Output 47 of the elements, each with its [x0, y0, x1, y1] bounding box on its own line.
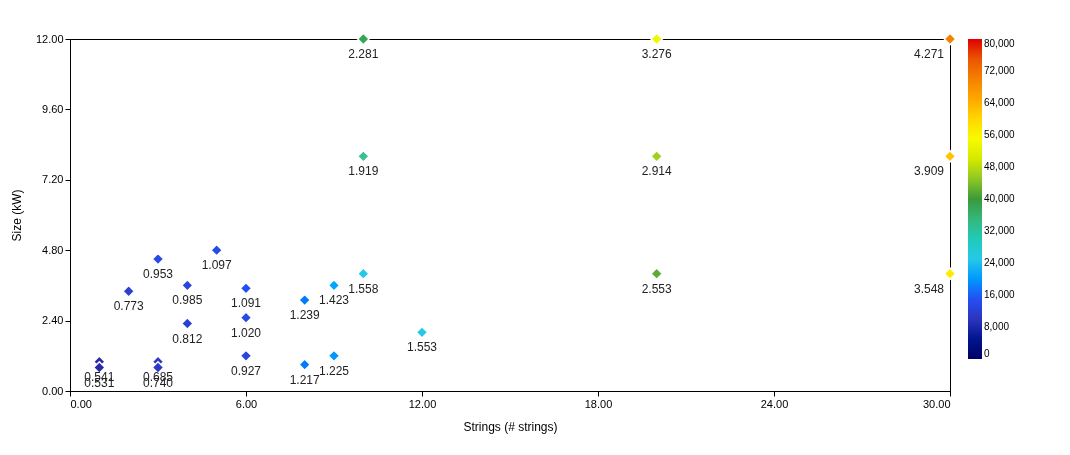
- y-axis-title: Size (kW): [9, 189, 24, 242]
- y-tick-label: 12.00: [35, 32, 64, 45]
- color-bar-label: 16,000: [984, 289, 1016, 300]
- annotation: 4.271: [913, 47, 945, 61]
- color-bar-label: 24,000: [984, 257, 1016, 268]
- annotation: 1.217: [289, 372, 321, 387]
- x-tick-label: 6.00: [235, 397, 258, 410]
- annotation: 1.553: [406, 340, 438, 355]
- x-tick-label: 30.00: [922, 397, 951, 410]
- color-bar-label: 40,000: [984, 193, 1016, 204]
- annotation: 0.985: [172, 293, 203, 308]
- color-bar-label: 48,000: [984, 161, 1016, 172]
- y-tick-label: 2.40: [42, 314, 64, 327]
- annotation: 1.239: [289, 308, 321, 323]
- annotation: 1.423: [318, 293, 350, 308]
- annotation: 3.909: [913, 164, 945, 179]
- annotation: 0.953: [142, 267, 174, 281]
- x-tick-label: 0.00: [70, 397, 92, 410]
- annotation: 1.091: [230, 296, 262, 311]
- x-tick-label: 24.00: [760, 397, 789, 410]
- annotation: 2.281: [348, 47, 379, 61]
- annotation: 2.553: [641, 281, 673, 296]
- y-tick-label: 4.80: [42, 243, 64, 256]
- annotation: 1.020: [230, 325, 262, 340]
- color-bar-label: 72,000: [984, 65, 1016, 76]
- annotation: 2.914: [641, 164, 673, 179]
- annotation: 3.276: [641, 47, 673, 61]
- color-bar-label: 8,000: [984, 321, 1010, 332]
- annotation: 3.548: [913, 281, 945, 296]
- annotation: 1.097: [201, 258, 233, 273]
- y-tick-label: 7.20: [42, 173, 64, 186]
- color-bar-label: 0: [984, 348, 990, 359]
- color-bar-label: 64,000: [984, 97, 1016, 108]
- y-tick-label: 0.00: [42, 384, 64, 397]
- annotation: 0.812: [172, 331, 203, 346]
- annotation: 1.919: [348, 164, 379, 179]
- x-tick-label: 12.00: [408, 397, 437, 410]
- annotation: 0.773: [113, 299, 145, 314]
- color-bar-label: 32,000: [984, 225, 1016, 236]
- x-tick-label: 18.00: [584, 397, 613, 410]
- annotation: 0.927: [230, 363, 262, 378]
- y-tick-label: 9.60: [42, 102, 64, 115]
- color-bar-label: 80,000: [984, 38, 1016, 49]
- x-axis-title: Strings (# strings): [463, 419, 558, 434]
- annotation: 1.558: [348, 281, 379, 296]
- annotation: 1.225: [318, 363, 350, 378]
- color-bar-label: 56,000: [984, 129, 1016, 140]
